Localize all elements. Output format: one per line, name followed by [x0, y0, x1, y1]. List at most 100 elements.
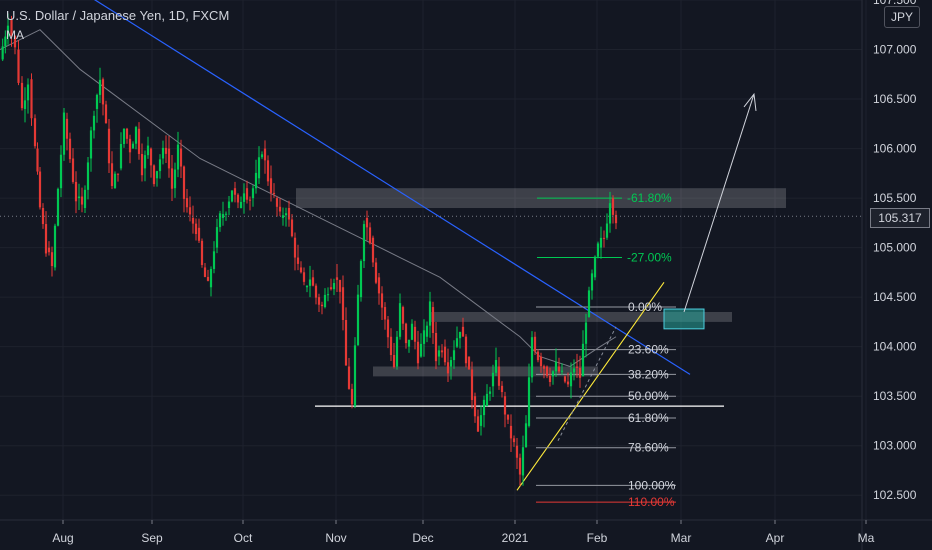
- candle-body: [326, 294, 330, 296]
- candle-body: [407, 339, 411, 347]
- candle-body: [197, 227, 201, 241]
- candle-body: [200, 240, 204, 265]
- candle-body: [443, 346, 447, 363]
- candle-body: [239, 201, 243, 208]
- sr-zone: [430, 312, 732, 322]
- candle-body: [266, 160, 270, 182]
- y-tick-label: 104.500: [873, 290, 917, 304]
- candle-body: [368, 227, 372, 244]
- fib-level-label: 50.00%: [628, 389, 669, 403]
- candle-body: [467, 356, 471, 370]
- candle-body: [275, 198, 279, 207]
- candle-body: [26, 84, 30, 101]
- candle-body: [380, 293, 384, 308]
- x-tick-label: Mar: [671, 531, 692, 545]
- candle-body: [33, 118, 37, 147]
- candle-body: [530, 337, 534, 378]
- candle-body: [260, 154, 264, 158]
- candle-body: [263, 148, 267, 161]
- candle-body: [410, 323, 414, 340]
- candle-body: [305, 285, 309, 288]
- fib-ext-label: -27.00%: [627, 251, 672, 265]
- indicator-label[interactable]: MA: [6, 28, 24, 42]
- candle-body: [452, 350, 456, 361]
- candle-body: [188, 207, 192, 215]
- candle-body: [36, 148, 39, 172]
- x-tick-label: Apr: [766, 531, 785, 545]
- candle-body: [503, 396, 507, 415]
- fib-level-label: 110.00%: [628, 495, 675, 509]
- candle-body: [68, 138, 72, 160]
- y-tick-label: 107.000: [873, 43, 917, 57]
- candle-body: [146, 145, 150, 156]
- candle-body: [53, 225, 57, 268]
- candle-body: [587, 290, 591, 317]
- currency-button[interactable]: JPY: [884, 6, 920, 28]
- candle-body: [290, 219, 294, 237]
- candle-body: [65, 118, 69, 139]
- candle-body: [482, 399, 486, 416]
- sr-zone: [373, 366, 598, 377]
- candle-body: [419, 343, 423, 357]
- candle-body: [59, 154, 63, 189]
- candle-body: [95, 94, 99, 109]
- candle-body: [323, 294, 327, 308]
- candle-body: [110, 163, 114, 186]
- candle-body: [404, 323, 408, 344]
- candle-body: [317, 297, 321, 305]
- candle-body: [551, 371, 555, 377]
- candle-body: [6, 25, 10, 37]
- candle-body: [542, 366, 546, 369]
- candle-body: [581, 343, 585, 377]
- uptrend-line: [516, 281, 665, 491]
- candle-body: [611, 198, 615, 215]
- candle-body: [236, 194, 240, 203]
- candle-body: [80, 196, 84, 205]
- candle-body: [383, 307, 387, 320]
- candle-body: [233, 188, 237, 195]
- candle-body: [515, 445, 519, 458]
- candle-body: [131, 143, 135, 149]
- candle-body: [440, 350, 444, 353]
- candle-body: [575, 366, 579, 368]
- candle-body: [143, 155, 147, 169]
- candle-body: [335, 277, 339, 280]
- candle-body: [374, 262, 378, 283]
- candle-body: [329, 287, 333, 290]
- candle-body: [17, 49, 20, 83]
- candle-body: [461, 326, 465, 337]
- candle-body: [584, 322, 588, 344]
- candle-body: [539, 356, 543, 367]
- projection-arrow-line: [683, 93, 755, 313]
- candle-body: [128, 138, 132, 153]
- candle-body: [392, 355, 396, 368]
- candle-body: [389, 336, 393, 356]
- y-tick-label: 106.000: [873, 142, 917, 156]
- candle-body: [545, 366, 549, 376]
- candle-body: [245, 188, 249, 200]
- candle-body: [395, 336, 399, 367]
- candle-body: [13, 35, 17, 48]
- candle-body: [449, 360, 453, 367]
- candle-body: [104, 104, 108, 124]
- candle-body: [251, 188, 255, 199]
- candle-body: [365, 217, 369, 228]
- candle-body: [254, 172, 258, 189]
- candle-body: [488, 391, 492, 394]
- candle-body: [422, 330, 426, 344]
- fib-ext-label: -61.80%: [627, 191, 672, 205]
- candle-body: [476, 416, 480, 432]
- candle-body: [314, 285, 318, 298]
- candle-body: [536, 351, 540, 361]
- candle-body: [593, 256, 597, 278]
- candle-body: [500, 385, 504, 393]
- candle-body: [524, 423, 528, 448]
- candle-body: [248, 199, 252, 201]
- candle-body: [281, 215, 285, 218]
- y-tick-label: 105.000: [873, 241, 917, 255]
- x-tick-label: Sep: [141, 531, 163, 545]
- candle-body: [455, 338, 459, 347]
- candle-body: [578, 367, 582, 378]
- projection-arrow-head: [743, 92, 757, 111]
